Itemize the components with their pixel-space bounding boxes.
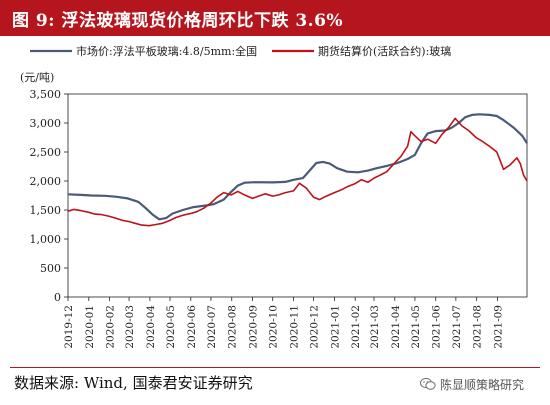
title-bar: 图 9: 浮法玻璃现货价格周环比下跌 3.6% xyxy=(0,0,550,36)
x-tick-label: 2021-08 xyxy=(472,305,484,349)
y-tick-label: 0 xyxy=(54,291,61,304)
x-tick-label: 2020-07 xyxy=(206,305,218,349)
x-tick-label: 2021-06 xyxy=(431,305,443,349)
x-tick-label: 2020-01 xyxy=(84,305,96,349)
legend-label-futures: 期货结算价(活跃合约):玻璃 xyxy=(318,44,451,58)
series-line-futures-price xyxy=(67,117,528,227)
x-tick-label: 2020-03 xyxy=(124,305,136,349)
x-tick-label: 2020-08 xyxy=(227,305,239,349)
x-tick-label: 2021-04 xyxy=(390,305,402,349)
figure-title: 图 9: 浮法玻璃现货价格周环比下跌 3.6% xyxy=(12,11,344,31)
x-tick-label: 2020-12 xyxy=(309,305,321,349)
x-tick-label: 2020-02 xyxy=(105,305,117,349)
x-tick-label: 2021-03 xyxy=(369,305,381,349)
y-tick-label: 3,000 xyxy=(30,117,62,130)
watermark: 陈显顺策略研究 xyxy=(420,374,524,394)
source-note: 数据来源: Wind, 国泰君安证券研究 xyxy=(14,374,253,392)
x-tick-label: 2021-07 xyxy=(451,305,463,349)
chart: 市场价:浮法平板玻璃:4.8/5mm:全国 期货结算价(活跃合约):玻璃 (元/吨)… xyxy=(20,44,528,349)
y-unit-label: (元/吨) xyxy=(20,71,54,84)
x-tick-label: 2020-09 xyxy=(248,305,260,349)
x-tick-label: 2021-05 xyxy=(410,305,422,349)
wechat-icon xyxy=(420,377,436,390)
y-tick-label: 2,500 xyxy=(30,146,62,159)
x-tick-label: 2021-01 xyxy=(329,305,341,349)
y-tick-label: 3,500 xyxy=(30,88,62,101)
x-tick-label: 2021-09 xyxy=(492,305,504,349)
y-tick-label: 2,000 xyxy=(30,175,62,188)
watermark-text: 陈显顺策略研究 xyxy=(440,377,525,392)
plot-frame xyxy=(67,93,528,298)
x-tick-label: 2019-12 xyxy=(63,305,75,349)
y-tick-label: 500 xyxy=(40,262,61,275)
legend-label-spot: 市场价:浮法平板玻璃:4.8/5mm:全国 xyxy=(76,44,257,58)
x-tick-label: 2021-02 xyxy=(350,305,362,349)
source-divider xyxy=(10,367,540,368)
x-tick-label: 2020-06 xyxy=(186,305,198,349)
x-tick-label: 2020-10 xyxy=(268,305,280,349)
x-tick-label: 2020-05 xyxy=(165,305,177,349)
y-tick-label: 1,000 xyxy=(30,233,62,246)
x-tick-label: 2020-04 xyxy=(145,305,157,349)
x-tick-label: 2020-11 xyxy=(288,305,300,349)
y-tick-label: 1,500 xyxy=(30,204,62,217)
series-line-spot-price xyxy=(67,113,528,221)
